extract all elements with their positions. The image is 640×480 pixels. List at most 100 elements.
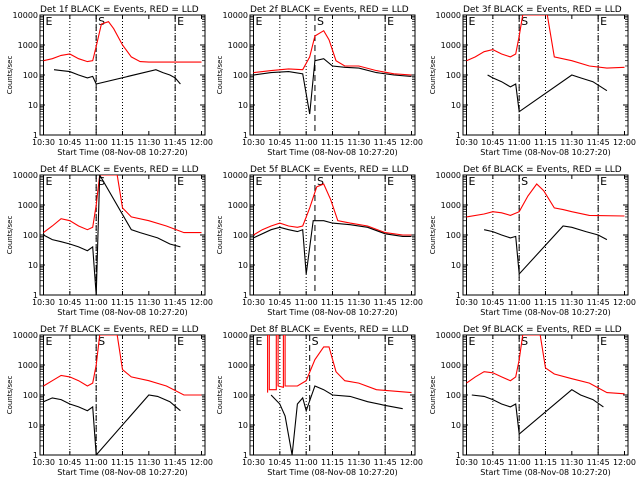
x-tick-label: 11:00 <box>295 298 318 307</box>
x-tick-label: 11:00 <box>85 458 108 467</box>
y-tick-label: 1000 <box>228 201 248 210</box>
x-tick-label: 11:45 <box>164 298 187 307</box>
y-tick-label: 10000 <box>436 331 461 340</box>
x-tick-label: 11:00 <box>508 138 531 147</box>
x-tick-label: 11:00 <box>85 298 108 307</box>
y-tick-label: 1 <box>33 451 38 460</box>
x-tick-label: 11:30 <box>137 298 160 307</box>
y-tick-label: 1000 <box>441 201 461 210</box>
events-series-line <box>253 58 412 115</box>
y-tick-label: 10 <box>238 421 248 430</box>
x-tick-label: 10:45 <box>481 138 504 147</box>
x-tick-label: 11:00 <box>295 138 318 147</box>
x-tick-label: 10:45 <box>268 458 291 467</box>
x-tick-label: 11:45 <box>164 138 187 147</box>
panel-title: Det 3f BLACK = Events, RED = LLD <box>463 5 622 15</box>
panel-title: Det 6f BLACK = Events, RED = LLD <box>463 165 622 175</box>
x-tick-label: 12:00 <box>613 298 636 307</box>
x-tick-label: 11:30 <box>560 298 583 307</box>
y-tick-label: 10000 <box>13 11 38 20</box>
y-tick-label: 10 <box>451 261 461 270</box>
x-tick-label: 11:45 <box>587 458 610 467</box>
y-tick-label: 100 <box>446 391 461 400</box>
x-tick-label: 10:45 <box>58 458 81 467</box>
marker-label: E <box>600 175 607 188</box>
x-axis-label: Start Time (08-Nov-08 10:27:20) <box>267 468 397 477</box>
x-tick-label: 11:30 <box>137 138 160 147</box>
y-tick-label: 1 <box>243 451 248 460</box>
marker-label: E <box>387 335 394 348</box>
y-tick-label: 10000 <box>436 171 461 180</box>
y-tick-label: 10 <box>238 101 248 110</box>
y-tick-label: 100 <box>23 391 38 400</box>
y-tick-label: 100 <box>233 71 248 80</box>
x-tick-label: 10:30 <box>242 298 265 307</box>
x-axis-label: Start Time (08-Nov-08 10:27:20) <box>57 308 187 317</box>
marker-label: E <box>387 15 394 28</box>
panel-title: Det 2f BLACK = Events, RED = LLD <box>250 5 409 15</box>
y-tick-label: 1 <box>33 291 38 300</box>
lld-series-line <box>43 175 202 234</box>
y-axis-label: Counts/sec <box>216 376 224 415</box>
marker-label: E <box>177 15 184 28</box>
x-tick-label: 11:30 <box>347 138 370 147</box>
events-series-line <box>471 389 604 436</box>
panel-title: Det 1f BLACK = Events, RED = LLD <box>40 5 199 15</box>
marker-label: E <box>177 335 184 348</box>
lld-series-line <box>253 29 412 76</box>
x-tick-label: 10:45 <box>58 138 81 147</box>
y-tick-label: 100 <box>446 71 461 80</box>
x-tick-label: 10:45 <box>481 298 504 307</box>
x-tick-label: 11:30 <box>347 298 370 307</box>
marker-label: S <box>521 15 528 28</box>
panel-title: Det 4f BLACK = Events, RED = LLD <box>40 165 199 175</box>
marker-label: E <box>387 175 394 188</box>
lld-series-line <box>267 335 412 394</box>
panel-title: Det 8f BLACK = Events, RED = LLD <box>250 325 409 335</box>
x-axis-label: Start Time (08-Nov-08 10:27:20) <box>480 308 610 317</box>
x-tick-label: 10:30 <box>32 138 55 147</box>
y-tick-label: 10000 <box>223 331 248 340</box>
x-axis-label: Start Time (08-Nov-08 10:27:20) <box>57 148 187 157</box>
y-tick-label: 100 <box>233 231 248 240</box>
marker-label: E <box>256 15 263 28</box>
x-tick-label: 10:30 <box>455 138 478 147</box>
panel-title: Det 9f BLACK = Events, RED = LLD <box>463 325 622 335</box>
x-tick-label: 10:45 <box>268 298 291 307</box>
x-tick-label: 11:00 <box>508 458 531 467</box>
marker-label: E <box>256 175 263 188</box>
y-tick-label: 1000 <box>18 201 38 210</box>
events-series-line <box>487 74 608 113</box>
y-tick-label: 1 <box>243 131 248 140</box>
x-tick-label: 11:15 <box>111 298 134 307</box>
x-tick-label: 12:00 <box>190 458 213 467</box>
x-tick-label: 11:15 <box>534 138 557 147</box>
marker-label: E <box>46 175 53 188</box>
x-axis-label: Start Time (08-Nov-08 10:27:20) <box>267 148 397 157</box>
x-tick-label: 12:00 <box>400 458 423 467</box>
y-tick-label: 10 <box>451 101 461 110</box>
y-tick-label: 10000 <box>436 11 461 20</box>
y-tick-label: 10 <box>238 261 248 270</box>
marker-label: E <box>46 15 53 28</box>
events-series-line <box>43 394 181 455</box>
y-tick-label: 10000 <box>13 171 38 180</box>
lld-series-line <box>466 15 625 69</box>
x-tick-label: 10:45 <box>268 138 291 147</box>
x-axis-label: Start Time (08-Nov-08 10:27:20) <box>57 468 187 477</box>
x-tick-label: 11:15 <box>534 298 557 307</box>
marker-label: S <box>312 335 319 348</box>
x-tick-label: 12:00 <box>613 138 636 147</box>
x-tick-label: 10:45 <box>58 298 81 307</box>
marker-label: S <box>521 335 528 348</box>
x-tick-label: 12:00 <box>190 138 213 147</box>
lld-series-line <box>466 183 625 218</box>
y-axis-label: Counts/sec <box>216 216 224 255</box>
x-tick-label: 10:45 <box>481 458 504 467</box>
marker-label: S <box>317 15 324 28</box>
